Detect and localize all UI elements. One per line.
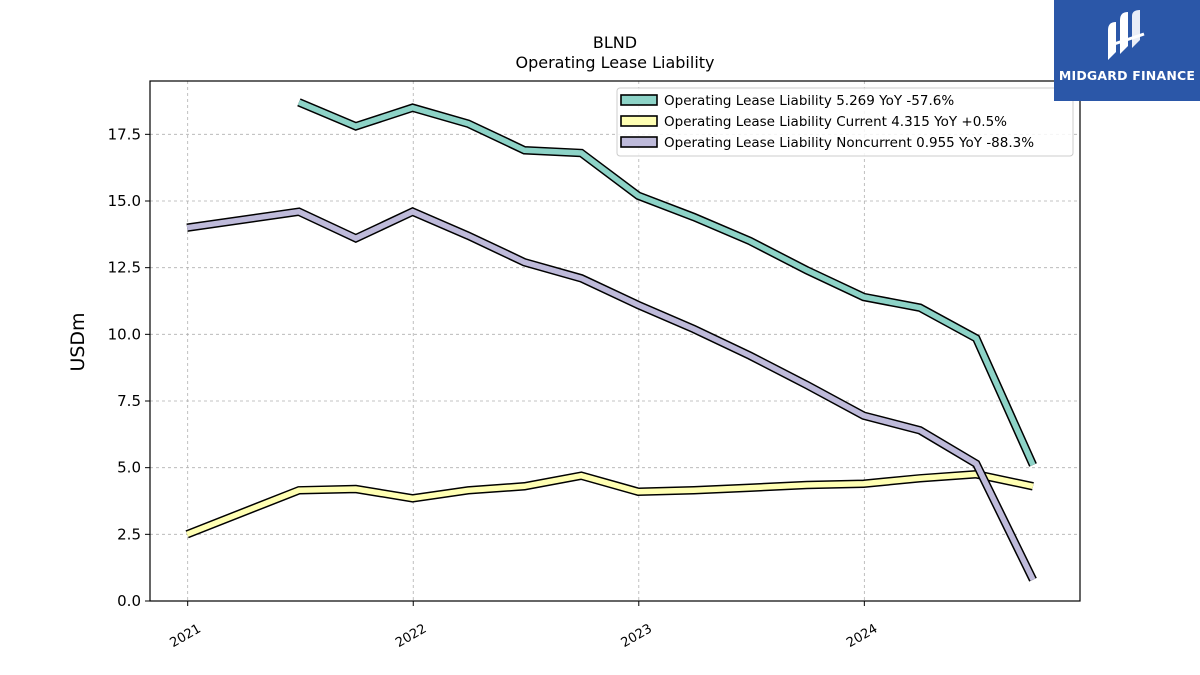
x-ticks: 2021 2022 2023 2024 (168, 601, 880, 651)
y-tick-label: 17.5 (108, 125, 141, 143)
x-tick-label: 2021 (168, 621, 204, 651)
series-line-outline (297, 98, 1037, 467)
x-tick-label: 2023 (619, 621, 655, 651)
brand-logo: MIDGARD FINANCE (1054, 0, 1200, 101)
legend-swatch (620, 136, 658, 148)
legend: Operating Lease Liability 5.269 YoY -57.… (616, 87, 1074, 157)
grid (150, 81, 1080, 602)
plot-frame (149, 80, 1081, 602)
legend-frame (616, 87, 1074, 157)
legend-entry: Operating Lease Liability Current 4.315 … (620, 114, 1007, 130)
y-tick-label: 15.0 (108, 192, 141, 210)
legend-swatch (620, 115, 658, 127)
chart-title: BLND (593, 33, 637, 52)
series-2 (185, 470, 1034, 539)
series-line (186, 471, 1034, 537)
legend-swatch (620, 94, 658, 106)
legend-entry: Operating Lease Liability 5.269 YoY -57.… (620, 93, 954, 109)
series-3 (186, 207, 1037, 582)
series-line-outline (186, 207, 1037, 582)
series-1 (297, 98, 1037, 467)
y-tick-label: 7.5 (117, 392, 141, 410)
y-tick-label: 5.0 (117, 459, 141, 477)
legend-label: Operating Lease Liability Current 4.315 … (664, 114, 1007, 130)
x-tick-label: 2022 (393, 621, 429, 651)
chart-subtitle: Operating Lease Liability (515, 53, 714, 72)
y-tick-label: 0.0 (117, 592, 141, 610)
series-line (297, 99, 1036, 467)
y-tick-label: 10.0 (108, 325, 141, 343)
x-tick-label: 2024 (844, 621, 880, 651)
y-ticks: 0.0 2.5 5.0 7.5 10.0 12.5 15.0 17.5 (108, 125, 150, 610)
legend-label: Operating Lease Liability 5.269 YoY -57.… (664, 93, 954, 109)
legend-label: Operating Lease Liability Noncurrent 0.9… (664, 135, 1034, 151)
series-lines (185, 98, 1037, 582)
y-axis-label: USDm (67, 312, 89, 371)
legend-entry: Operating Lease Liability Noncurrent 0.9… (620, 135, 1034, 151)
y-tick-label: 12.5 (108, 259, 141, 277)
brand-name: MIDGARD FINANCE (1058, 68, 1196, 83)
y-tick-label: 2.5 (117, 525, 141, 543)
midgard-logo-icon (1108, 10, 1145, 60)
series-line (186, 208, 1036, 581)
